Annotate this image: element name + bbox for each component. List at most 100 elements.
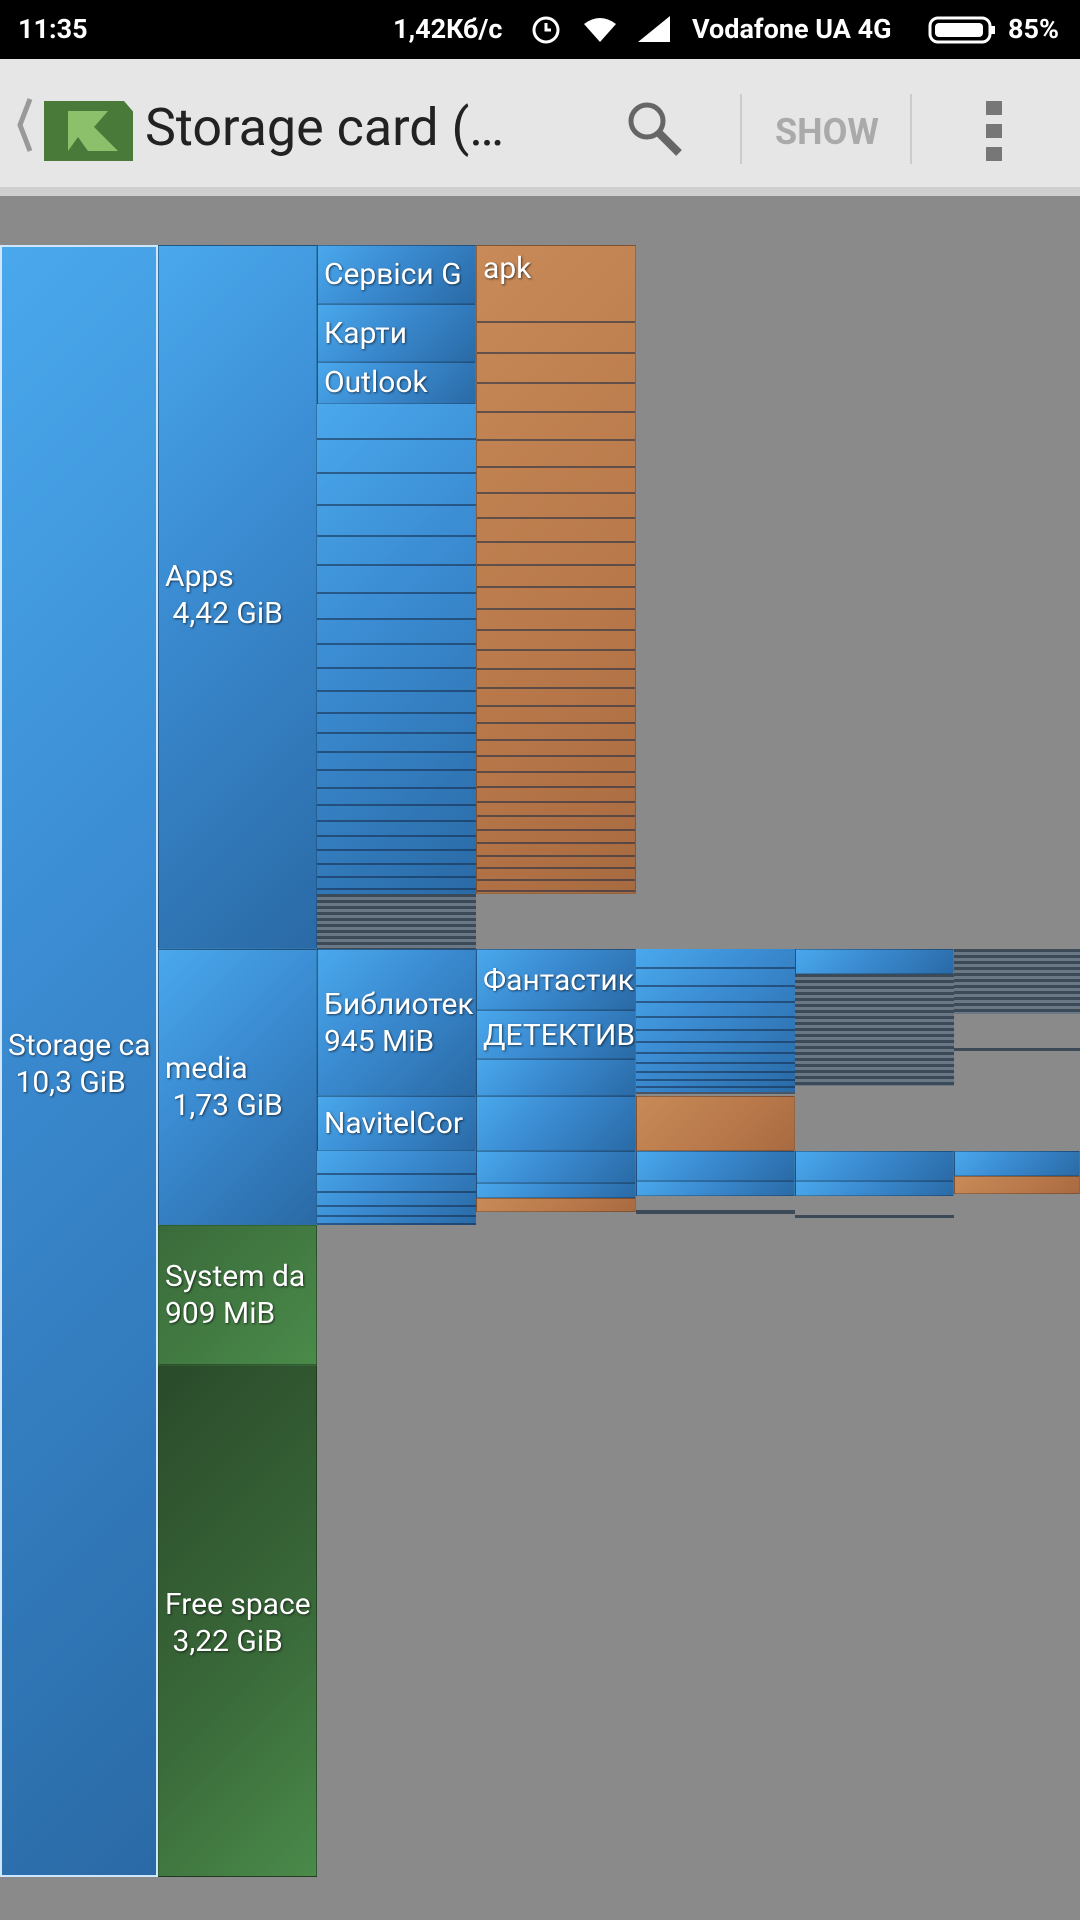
block-name: Сервіси G <box>324 257 462 292</box>
stripe <box>477 543 635 566</box>
stripe <box>317 404 476 440</box>
block[interactable]: media 1,73 GiB <box>158 949 317 1225</box>
stripe <box>477 651 635 670</box>
block[interactable] <box>476 1183 636 1198</box>
clock: 11:35 <box>18 13 88 45</box>
block[interactable]: Фантастик <box>476 949 636 1010</box>
stripe <box>477 844 635 857</box>
stripe <box>317 537 476 566</box>
stripe <box>477 881 635 892</box>
block[interactable] <box>636 1181 795 1196</box>
block-name: media <box>165 1051 248 1086</box>
block[interactable] <box>636 1096 795 1151</box>
block[interactable] <box>954 1151 1080 1176</box>
block-size: 945 MiB <box>324 1024 435 1059</box>
block[interactable]: System da 909 MiB <box>158 1225 317 1365</box>
stripe <box>636 1088 795 1094</box>
block-name: Storage ca <box>8 1028 151 1063</box>
stripe <box>317 714 476 734</box>
block-group <box>317 894 476 949</box>
stripe <box>636 969 795 987</box>
block[interactable]: NavitelCor <box>317 1096 476 1151</box>
block-name: Free space <box>165 1587 311 1622</box>
block[interactable]: ДЕТЕКТИВ <box>476 1010 636 1059</box>
overflow-menu[interactable] <box>980 99 1010 169</box>
stripe <box>477 384 635 413</box>
stripe <box>317 806 476 822</box>
carrier: Vodafone UA 4G <box>692 13 892 45</box>
stripe <box>317 1193 476 1207</box>
stripe <box>636 1073 795 1081</box>
stripe <box>317 789 476 806</box>
block[interactable] <box>476 1059 636 1096</box>
block[interactable]: Storage ca 10,3 GiB <box>0 245 158 1877</box>
block[interactable]: Карти <box>317 304 476 362</box>
stripe <box>477 519 635 543</box>
stripe <box>636 1064 795 1073</box>
block-size: 4,42 GiB <box>172 596 283 631</box>
toolbar: Storage card (… SHOW <box>0 59 1080 196</box>
status-icons <box>532 16 670 44</box>
stripe <box>477 773 635 788</box>
block-name: NavitelCor <box>324 1106 464 1141</box>
stripe <box>477 468 635 494</box>
search-button[interactable] <box>625 99 685 159</box>
stripe <box>477 724 635 741</box>
stripe <box>477 757 635 773</box>
block[interactable]: apk <box>476 245 636 894</box>
divider <box>910 94 912 164</box>
stripe <box>477 788 635 803</box>
block[interactable]: Apps 4,42 GiB <box>158 245 317 949</box>
block[interactable] <box>795 1151 954 1181</box>
stripe <box>317 1207 476 1217</box>
network-speed: 1,42Кб/с <box>393 13 503 45</box>
block-size: 909 MiB <box>165 1296 276 1331</box>
show-button[interactable]: SHOW <box>775 111 879 153</box>
stripe <box>477 670 635 689</box>
block[interactable]: Сервіси G <box>317 245 476 304</box>
block[interactable] <box>795 949 954 974</box>
block-group <box>317 404 476 902</box>
block-size: 1,73 GiB <box>172 1088 283 1123</box>
stripe <box>477 610 635 631</box>
block[interactable] <box>476 1096 636 1151</box>
battery-level: 85% <box>1008 13 1059 45</box>
stripe <box>477 413 635 441</box>
stripe <box>317 594 476 620</box>
stripe <box>317 506 476 537</box>
stripe <box>636 1018 795 1031</box>
block-name: Карти <box>324 316 408 351</box>
block[interactable] <box>636 1151 795 1181</box>
stripe <box>317 753 476 771</box>
stripe <box>636 949 795 969</box>
block-group <box>636 949 795 1094</box>
block[interactable] <box>795 1181 954 1196</box>
block[interactable]: Free space 3,22 GiB <box>158 1365 317 1877</box>
stripe <box>477 291 635 323</box>
stripe <box>317 566 476 594</box>
block[interactable] <box>476 1151 636 1183</box>
block[interactable]: Outlook <box>317 362 476 404</box>
block[interactable]: Библиотек 945 MiB <box>317 949 476 1096</box>
stripe <box>477 631 635 651</box>
stripe <box>317 822 476 837</box>
stripe <box>636 1043 795 1054</box>
stripe <box>317 692 476 714</box>
stripe <box>317 878 476 890</box>
stripe <box>317 440 476 474</box>
stripe <box>317 734 476 753</box>
stripe <box>477 869 635 881</box>
stripe <box>477 566 635 588</box>
stripe <box>317 865 476 878</box>
back-app-icon[interactable] <box>8 89 133 169</box>
stripe <box>477 803 635 817</box>
stripe <box>317 851 476 865</box>
stripe <box>477 817 635 831</box>
battery-icon <box>928 16 995 44</box>
block-size: 3,22 GiB <box>172 1624 283 1659</box>
block[interactable] <box>954 1176 1080 1194</box>
block <box>954 1048 1080 1051</box>
block[interactable] <box>476 1198 636 1212</box>
divider <box>740 94 742 164</box>
